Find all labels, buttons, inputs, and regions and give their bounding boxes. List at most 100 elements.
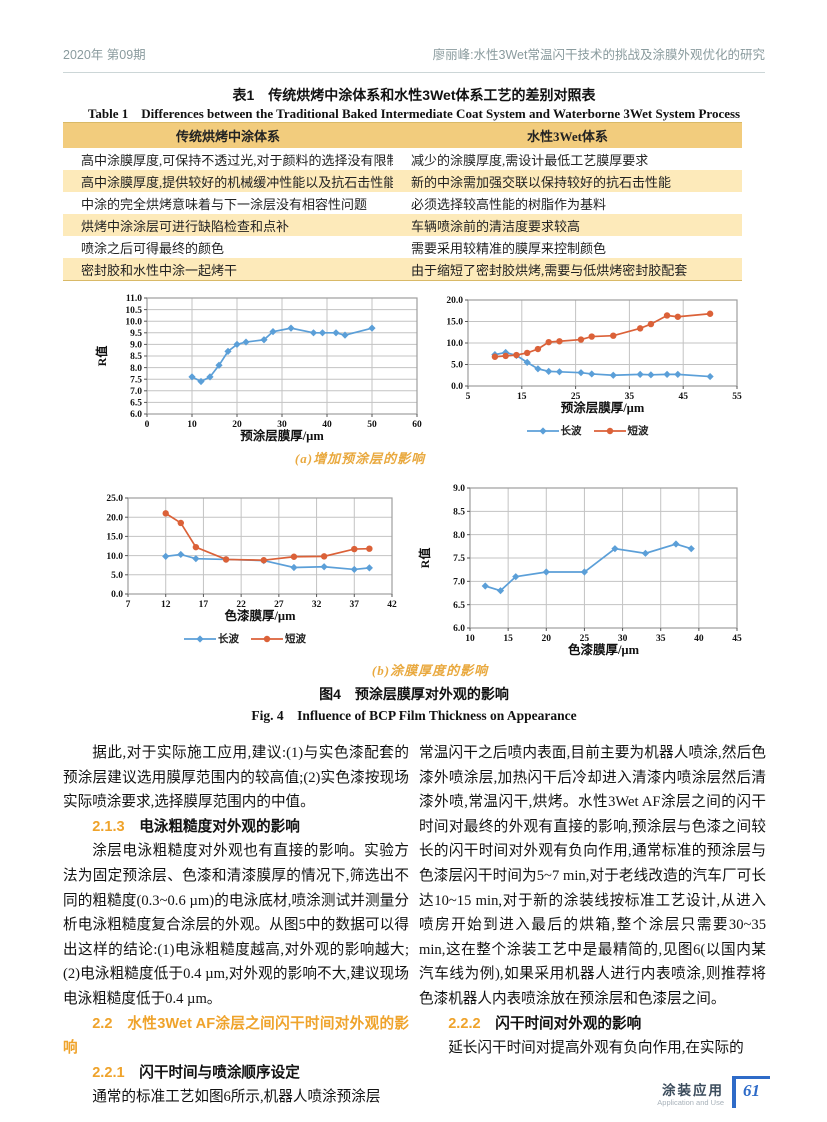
svg-text:8.5: 8.5	[453, 508, 465, 518]
paragraph: 常温闪干之后喷内表面,目前主要为机器人喷涂,然后色漆外喷涂层,加热闪干后冷却进入…	[419, 745, 766, 1007]
table-row: 高中涂膜厚度,提供较好的机械缓冲性能以及抗石击性能 新的中涂需加强交联以保持较好的…	[63, 170, 742, 192]
section-heading-2-2-2: 2.2.2 闪干时间对外观的影响	[419, 1012, 766, 1037]
chart-svg: 0.0 5.0 10.0 15.0 20.0 25.0 7 12 17 22 27 32 37 42 色漆膜…	[106, 494, 397, 623]
svg-text:25: 25	[580, 634, 590, 644]
svg-text:7.5: 7.5	[453, 554, 465, 564]
section-heading-2-2: 2.2 水性3Wet AF涂层之间闪干时间对外观的影响	[63, 1012, 409, 1061]
chart-precoat-waviness: 0.0 5.0 10.0 15.0 20.0 5 15 25 35 45 55 预涂层膜厚/µm 长波短…	[430, 294, 745, 439]
table-row: 密封胶和水性中涂一起烤干 由于缩短了密封胶烘烤,需要与低烘烤密封胶配套	[63, 258, 742, 281]
svg-text:7.5: 7.5	[130, 375, 142, 385]
figure-caption-en: Fig. 4 Influence of BCP Film Thickness o…	[251, 708, 577, 723]
svg-text:45: 45	[732, 634, 742, 644]
footer-section-en: Application and Use	[657, 1098, 724, 1107]
svg-text:35: 35	[656, 634, 666, 644]
footer-section-zh: 涂装应用	[662, 1083, 724, 1098]
chart-legend: 长波 短波	[430, 423, 745, 439]
table-cell: 中涂的完全烘烤意味着与下一涂层没有相容性问题	[81, 196, 368, 212]
table-cell: 由于缩短了密封胶烘烤,需要与低烘烤密封胶配套	[410, 262, 688, 278]
svg-text:20.0: 20.0	[446, 296, 463, 306]
section-title: 闪干时间与喷涂顺序设定	[139, 1064, 300, 1081]
body-column-right: 常温闪干之后喷内表面,目前主要为机器人喷涂,然后色漆外喷涂层,加热闪干后冷却进入…	[419, 741, 766, 1061]
table-cell: 车辆喷涂前的清洁度要求较高	[410, 218, 580, 234]
comparison-table: 传统烘烤中涂体系 水性3Wet体系 高中涂膜厚度,可保持不透过光,对于颜料的选择…	[63, 122, 742, 281]
table-cell: 烘烤中涂涂层可进行缺陷检查和点补	[81, 218, 290, 234]
table-cell: 喷涂之后可得最终的颜色	[81, 240, 225, 256]
paragraph: 通常的标准工艺如图6所示,机器人喷涂预涂层	[92, 1089, 381, 1106]
section-title: 电泳粗糙度对外观的影响	[139, 818, 300, 835]
section-title: 水性3Wet AF涂层之间闪干时间对外观的影响	[63, 1015, 409, 1057]
svg-text:10.0: 10.0	[125, 317, 142, 327]
section-number: 2.2	[92, 1015, 113, 1032]
svg-text:0.0: 0.0	[111, 590, 123, 600]
svg-text:15.0: 15.0	[446, 318, 463, 328]
svg-text:9.5: 9.5	[130, 329, 142, 339]
svg-text:7: 7	[126, 600, 131, 610]
svg-text:50: 50	[367, 420, 377, 430]
section-number: 2.2.1	[92, 1064, 125, 1081]
section-heading-2-1-3: 2.1.3 电泳粗糙度对外观的影响	[63, 815, 409, 840]
svg-text:40: 40	[322, 420, 332, 430]
svg-text:8.5: 8.5	[130, 352, 142, 362]
svg-text:预涂层膜厚/µm: 预涂层膜厚/µm	[561, 400, 645, 415]
svg-text:20: 20	[542, 634, 552, 644]
svg-text:25.0: 25.0	[106, 494, 123, 504]
chart-legend: 长波 短波	[90, 631, 400, 647]
svg-text:7.0: 7.0	[130, 387, 142, 397]
svg-text:R值: R值	[418, 548, 432, 569]
paragraph: 涂层电泳粗糙度对外观也有直接的影响。实验方法为固定预涂层、色漆和清漆膜厚的情况下…	[63, 843, 409, 1007]
footer-labels: 涂装应用 Application and Use	[657, 1083, 724, 1108]
svg-text:15: 15	[517, 392, 527, 402]
page-header: 2020年 第09期 廖丽峰:水性3Wet常温闪干技术的挑战及涂膜外观优化的研究	[63, 44, 765, 73]
chart-svg: 6.06.5 7.0 7.58.0 8.59.0 9.5 10.010.5 11.0 0 10 2…	[94, 294, 422, 443]
legend-item: 长波	[184, 631, 239, 646]
column-header: 传统烘烤中涂体系	[175, 129, 280, 144]
svg-text:42: 42	[387, 600, 397, 610]
svg-text:32: 32	[312, 600, 322, 610]
svg-text:6.5: 6.5	[453, 601, 465, 611]
table-cell: 需要采用较精准的膜厚来控制颜色	[410, 240, 606, 256]
table-header-row: 传统烘烤中涂体系 水性3Wet体系	[63, 122, 742, 148]
svg-text:6.0: 6.0	[130, 410, 142, 420]
svg-text:60: 60	[412, 420, 422, 430]
chart-svg: 6.0 6.5 7.0 7.5 8.0 8.5 9.0 10 15 20 25 30 35 40 45 色漆膜…	[417, 484, 742, 657]
svg-text:R值: R值	[95, 346, 109, 367]
chart-svg: 0.0 5.0 10.0 15.0 20.0 5 15 25 35 45 55 预涂层膜厚/µm	[446, 296, 742, 415]
legend-item: 长波	[526, 423, 582, 438]
svg-text:0: 0	[145, 420, 150, 430]
svg-text:9.0: 9.0	[453, 484, 465, 494]
svg-text:30: 30	[277, 420, 287, 430]
legend-item: 短波	[251, 631, 306, 646]
svg-text:6.0: 6.0	[453, 624, 465, 634]
svg-text:5.0: 5.0	[451, 361, 463, 371]
svg-text:25: 25	[571, 392, 581, 402]
svg-text:15: 15	[503, 634, 513, 644]
svg-text:5.0: 5.0	[111, 571, 123, 581]
table-cell: 高中涂膜厚度,可保持不透过光,对于颜料的选择没有限制	[81, 152, 393, 168]
svg-text:35: 35	[625, 392, 635, 402]
issue-label: 2020年 第09期	[63, 48, 146, 62]
svg-text:9.0: 9.0	[130, 341, 142, 351]
chart-basecoat-rvalue: 6.0 6.5 7.0 7.5 8.0 8.5 9.0 10 15 20 25 30 35 40 45 色漆膜…	[417, 482, 745, 658]
table-row: 喷涂之后可得最终的颜色 需要采用较精准的膜厚来控制颜色	[63, 236, 742, 258]
table-title-en: Table 1 Differences between the Traditio…	[87, 106, 741, 121]
svg-text:10.0: 10.0	[446, 339, 463, 349]
svg-text:6.5: 6.5	[130, 399, 142, 409]
table-cell: 高中涂膜厚度,提供较好的机械缓冲性能以及抗石击性能	[81, 174, 393, 190]
table-row: 烘烤中涂涂层可进行缺陷检查和点补 车辆喷涂前的清洁度要求较高	[63, 214, 742, 236]
svg-text:12: 12	[161, 600, 171, 610]
table-cell: 新的中涂需加强交联以保持较好的抗石击性能	[410, 174, 671, 190]
svg-text:色漆膜厚/µm: 色漆膜厚/µm	[224, 608, 296, 623]
table-cell: 必须选择较高性能的树脂作为基料	[410, 196, 606, 212]
svg-text:0.0: 0.0	[451, 382, 463, 392]
table-title-zh: 表1 传统烘烤中涂体系和水性3Wet体系工艺的差别对照表	[232, 87, 596, 103]
section-title: 闪干时间对外观的影响	[495, 1015, 642, 1032]
svg-text:10.5: 10.5	[125, 306, 142, 316]
table-cell: 密封胶和水性中涂一起烤干	[81, 262, 238, 278]
svg-text:22: 22	[236, 600, 246, 610]
paragraph: 延长闪干时间对提高外观有负向作用,在实际的	[448, 1040, 744, 1057]
svg-text:10: 10	[187, 420, 197, 430]
section-number: 2.2.2	[448, 1015, 481, 1032]
paragraph: 据此,对于实际施工应用,建议:(1)与实色漆配套的预涂层建议选用膜厚范围内的较高…	[63, 745, 409, 811]
svg-text:40: 40	[694, 634, 704, 644]
svg-text:20.0: 20.0	[106, 513, 123, 523]
